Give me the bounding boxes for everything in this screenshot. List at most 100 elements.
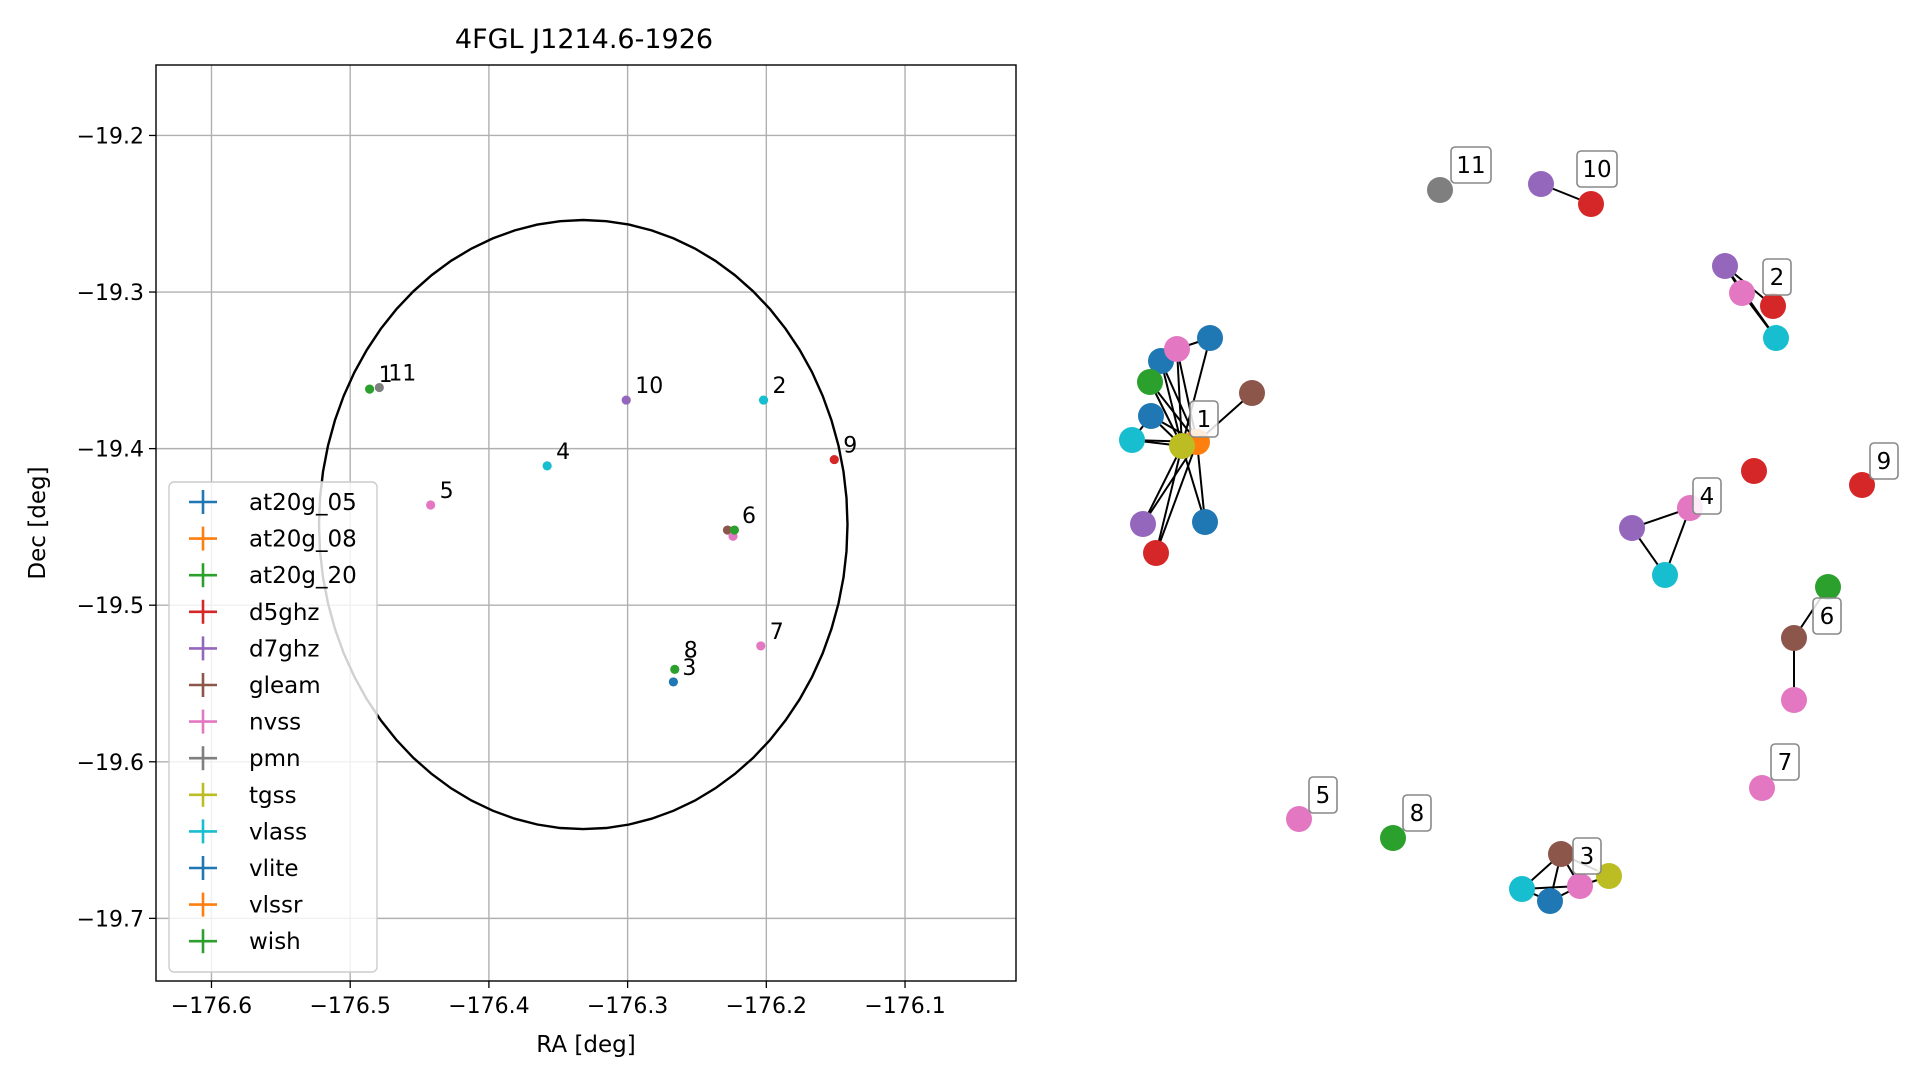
- y-tick-label: −19.7: [77, 907, 144, 932]
- network-node: [1164, 336, 1190, 362]
- group-label-box: [1692, 477, 1722, 515]
- network-node: [1130, 511, 1156, 537]
- group-label-text: 9: [1877, 449, 1892, 475]
- group-label: 1: [1189, 400, 1219, 438]
- group-label: 9: [1869, 442, 1899, 480]
- legend-label: at20g_20: [249, 563, 357, 589]
- point-label: 11: [388, 362, 416, 387]
- legend: at20g_05 at20g_08 at20g_20 d5ghz d7ghz gleam n…: [168, 481, 378, 973]
- legend-label: wish: [249, 929, 301, 955]
- network-node: [1509, 876, 1535, 902]
- group-label-text: 2: [1770, 265, 1785, 291]
- group-labels: 1 2 3 4 5 6 7 8 9 10 11: [1189, 146, 1899, 875]
- point-labels: 111 10 2 9 4 5 6 7 83: [379, 362, 858, 681]
- network-node: [1197, 325, 1223, 351]
- x-ticks: −176.6 −176.5 −176.4 −176.3 −176.2 −176.1: [171, 981, 946, 1019]
- network-node: [1548, 841, 1574, 867]
- legend-label: nvss: [249, 710, 301, 736]
- network-edges: [1131, 183, 1829, 902]
- point-d7ghz: [621, 395, 631, 405]
- group-label-box: [1450, 146, 1492, 184]
- x-tick-label: −176.2: [726, 994, 807, 1019]
- network-edge: [1181, 445, 1206, 523]
- plot-frame: [155, 64, 1017, 982]
- network-node: [1781, 625, 1807, 651]
- group-label: 2: [1762, 258, 1792, 296]
- y-tick-label: −19.2: [77, 124, 144, 149]
- network-node: [1760, 293, 1786, 319]
- legend-label: vlssr: [249, 893, 303, 919]
- legend-label: at20g_08: [249, 527, 357, 553]
- point-at20g_20: [365, 384, 375, 394]
- network-panel: 1 2 3 4 5 6 7 8 9 10 11: [1119, 146, 1899, 914]
- x-tick-label: −176.4: [448, 994, 529, 1019]
- group-label-text: 8: [1410, 801, 1425, 827]
- network-node: [1567, 873, 1593, 899]
- group-label: 7: [1770, 743, 1800, 781]
- network-edge: [1196, 441, 1206, 523]
- point-nvss: [756, 641, 766, 651]
- network-node: [1578, 191, 1604, 217]
- network-edge: [1181, 337, 1211, 447]
- point-gleam: [722, 525, 733, 535]
- network-node: [1815, 574, 1841, 600]
- point-d5ghz: [829, 454, 839, 465]
- network-node: [1652, 562, 1678, 588]
- point-label: 5: [440, 479, 454, 504]
- error-ellipse: [317, 218, 849, 831]
- network-edge: [1176, 348, 1183, 447]
- network-node: [1619, 515, 1645, 541]
- legend-label: d5ghz: [249, 600, 319, 626]
- legend-label: gleam: [249, 673, 321, 699]
- group-label-text: 10: [1582, 157, 1611, 183]
- group-label: 6: [1812, 597, 1842, 635]
- group-label-text: 7: [1778, 750, 1793, 776]
- legend-label: pmn: [249, 746, 301, 772]
- legend-label: vlite: [249, 856, 299, 882]
- group-label: 5: [1308, 776, 1338, 814]
- group-label-box: [1770, 743, 1800, 781]
- x-axis-label: RA [deg]: [536, 1032, 635, 1058]
- point-label: 7: [770, 620, 784, 645]
- point-wish: [729, 525, 740, 535]
- group-label: 4: [1692, 477, 1722, 515]
- point-nvss: [426, 500, 436, 510]
- legend-label: d7ghz: [249, 636, 319, 662]
- x-tick-label: −176.1: [864, 994, 945, 1019]
- point-label: 10: [635, 374, 663, 399]
- network-node: [1137, 369, 1163, 395]
- group-label-text: 4: [1700, 484, 1715, 510]
- point-label: 8: [684, 639, 698, 664]
- group-label-box: [1762, 258, 1792, 296]
- legend-label: at20g_05: [249, 490, 357, 516]
- network-edge: [1142, 445, 1183, 525]
- network-node: [1286, 806, 1312, 832]
- point-wish: [670, 664, 680, 675]
- group-label-box: [1402, 794, 1432, 832]
- group-label-text: 5: [1316, 783, 1331, 809]
- network-node: [1380, 825, 1406, 851]
- group-label: 11: [1450, 146, 1492, 184]
- group-label-box: [1576, 150, 1618, 188]
- point-vlite: [668, 677, 678, 687]
- network-edge: [1155, 441, 1198, 554]
- group-label-box: [1308, 776, 1338, 814]
- point-label: 2: [773, 374, 787, 399]
- point-pmn: [374, 382, 384, 393]
- network-nodes: [1119, 171, 1875, 914]
- y-tick-label: −19.4: [77, 438, 144, 463]
- group-label: 3: [1572, 837, 1602, 875]
- group-label-box: [1812, 597, 1842, 635]
- group-label-box: [1869, 442, 1899, 480]
- group-label-text: 1: [1197, 407, 1212, 433]
- network-node: [1427, 177, 1453, 203]
- point-label: 3: [682, 656, 696, 681]
- point-vlass: [542, 461, 552, 471]
- legend-label: tgss: [249, 783, 297, 809]
- network-node: [1741, 458, 1767, 484]
- y-tick-label: −19.3: [77, 281, 144, 306]
- y-tick-label: −19.6: [77, 751, 144, 776]
- group-label: 10: [1576, 150, 1618, 188]
- network-node: [1119, 427, 1145, 453]
